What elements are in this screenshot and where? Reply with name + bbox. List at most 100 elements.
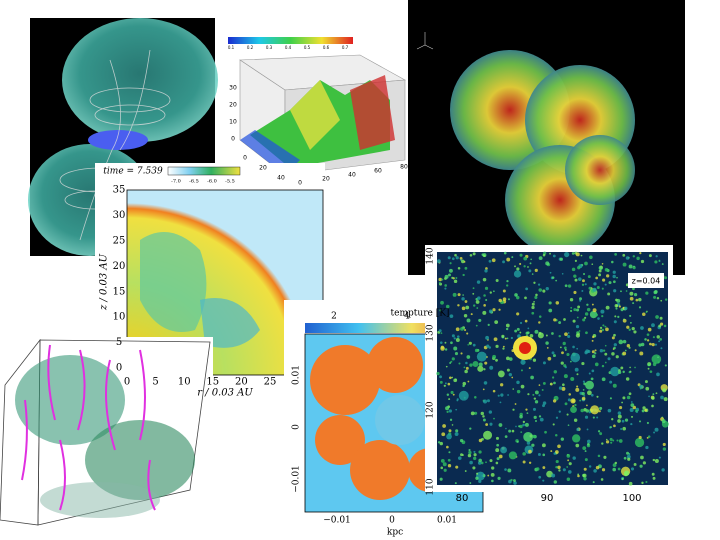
star <box>532 407 536 411</box>
star <box>581 361 585 366</box>
star <box>469 253 473 257</box>
star <box>488 346 492 349</box>
star <box>640 455 644 460</box>
star <box>553 381 556 385</box>
star <box>488 259 492 263</box>
star <box>598 269 602 273</box>
star <box>651 354 662 364</box>
star <box>467 453 472 458</box>
star <box>466 332 469 335</box>
y-tick: 0 <box>116 363 122 374</box>
star <box>522 423 525 427</box>
star <box>534 420 537 423</box>
star <box>617 419 621 423</box>
star <box>482 310 487 315</box>
star <box>542 381 546 385</box>
star <box>553 370 558 374</box>
star <box>608 281 612 285</box>
star <box>472 343 476 347</box>
star <box>518 425 521 428</box>
star <box>495 358 498 362</box>
star <box>468 341 472 345</box>
y-tick: 15 <box>113 286 126 297</box>
star <box>574 367 579 372</box>
star <box>469 363 473 367</box>
star <box>443 384 446 387</box>
star <box>611 336 615 340</box>
star <box>609 397 612 400</box>
star <box>488 309 493 314</box>
star <box>531 273 534 275</box>
star <box>570 376 575 381</box>
z-tick: 20 <box>229 102 237 109</box>
star <box>593 469 597 473</box>
star <box>572 345 575 349</box>
star <box>615 355 619 359</box>
star <box>574 278 578 282</box>
star <box>561 272 564 275</box>
star <box>662 388 667 393</box>
star <box>465 305 470 310</box>
star <box>622 370 625 374</box>
star <box>439 380 443 384</box>
star <box>652 458 656 462</box>
star <box>646 421 649 425</box>
star <box>575 387 580 392</box>
star <box>531 311 535 315</box>
star <box>530 375 534 380</box>
star <box>485 423 489 426</box>
star <box>533 397 537 400</box>
star <box>590 377 594 381</box>
star <box>640 259 645 264</box>
star <box>512 388 515 390</box>
star <box>652 393 655 396</box>
star <box>544 430 547 434</box>
star <box>658 324 662 328</box>
star <box>467 380 470 383</box>
star <box>624 470 630 476</box>
star <box>604 361 607 364</box>
star <box>551 332 554 335</box>
star <box>529 262 532 265</box>
star <box>570 360 572 363</box>
star <box>622 339 627 344</box>
star <box>444 341 447 344</box>
star <box>662 442 666 447</box>
star <box>613 333 616 337</box>
star <box>576 385 579 388</box>
star <box>500 446 507 454</box>
star <box>528 461 532 464</box>
star <box>524 319 528 323</box>
star <box>564 348 567 351</box>
star <box>508 429 512 433</box>
y-tick: 120 <box>426 401 436 418</box>
star <box>456 398 459 401</box>
star <box>547 356 552 361</box>
star <box>589 310 598 319</box>
star <box>476 472 479 475</box>
star <box>440 459 445 463</box>
star <box>553 452 557 455</box>
colorbar-tick: 0.3 <box>266 45 273 50</box>
star <box>454 432 459 437</box>
star <box>582 473 587 478</box>
star <box>638 343 642 347</box>
star <box>603 455 607 459</box>
colorbar <box>228 37 353 44</box>
star <box>506 368 510 372</box>
star <box>492 389 496 393</box>
star <box>542 289 546 293</box>
star <box>612 439 615 442</box>
star <box>609 380 613 384</box>
star <box>639 464 643 468</box>
star <box>630 401 633 403</box>
star <box>626 395 631 400</box>
star <box>594 362 599 367</box>
star <box>651 404 654 408</box>
star <box>497 370 505 378</box>
star <box>600 309 605 314</box>
star <box>459 438 464 443</box>
star <box>498 423 503 427</box>
star <box>560 361 564 365</box>
star <box>508 372 513 377</box>
